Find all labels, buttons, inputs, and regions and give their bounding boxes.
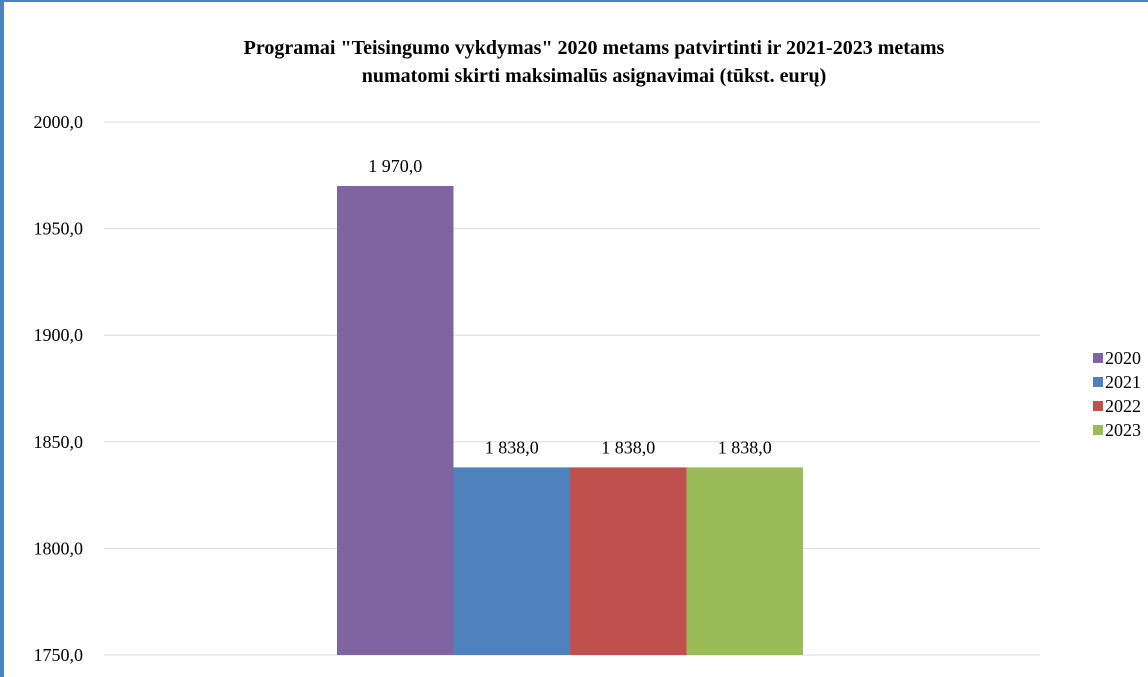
- data-label-2021: 1 838,0: [485, 437, 539, 457]
- y-tick-label: 1800,0: [34, 538, 84, 558]
- y-tick-label: 1850,0: [34, 432, 84, 452]
- legend-label-2021: 2021: [1105, 372, 1141, 392]
- bar-2022: [570, 467, 687, 655]
- chart-title: Programai "Teisingumo vykdymas" 2020 met…: [244, 37, 945, 87]
- bar-2020: [337, 185, 454, 655]
- legend-label-2023: 2023: [1105, 420, 1141, 440]
- y-tick-label: 2000,0: [34, 112, 84, 132]
- legend-label-2022: 2022: [1105, 396, 1141, 416]
- y-tick-label: 1900,0: [34, 325, 84, 345]
- legend-swatch-2021: [1093, 377, 1103, 387]
- data-label-2020: 1 970,0: [368, 156, 422, 176]
- y-axis-tick-labels: 1750,0 1800,0 1850,0 1900,0 1950,0 2000,0: [34, 112, 84, 665]
- y-tick-label: 1950,0: [34, 219, 84, 239]
- legend-swatch-2022: [1093, 401, 1103, 411]
- data-label-2022: 1 838,0: [601, 437, 655, 457]
- bars: [337, 185, 803, 655]
- bar-2023: [686, 467, 803, 655]
- data-label-2023: 1 838,0: [718, 437, 772, 457]
- legend-label-2020: 2020: [1105, 348, 1141, 368]
- bar-2021: [453, 467, 570, 655]
- legend-swatch-2020: [1093, 353, 1103, 363]
- legend: 2020 2021 2022 2023: [1093, 348, 1141, 440]
- data-labels: 1 970,0 1 838,0 1 838,0 1 838,0: [368, 156, 772, 457]
- y-tick-label: 1750,0: [34, 645, 84, 665]
- chart-title-line-2: numatomi skirti maksimalūs asignavimai (…: [362, 65, 827, 87]
- legend-swatch-2023: [1093, 425, 1103, 435]
- chart-title-line-1: Programai "Teisingumo vykdymas" 2020 met…: [244, 37, 945, 59]
